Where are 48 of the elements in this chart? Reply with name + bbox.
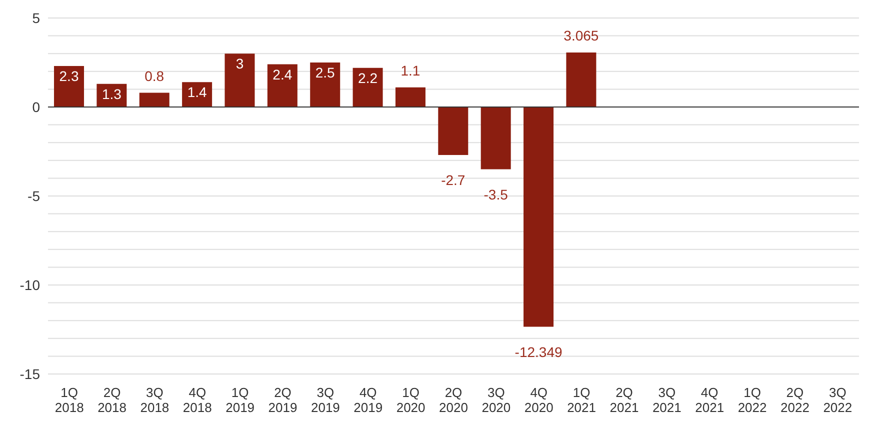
x-tick-label: 1Q 2018 [54, 385, 84, 415]
data-label: 3.065 [564, 27, 599, 44]
x-tick-label: 3Q 2019 [310, 385, 340, 415]
x-tick-label: 4Q 2019 [354, 385, 383, 415]
data-label: 1.4 [187, 84, 207, 100]
x-tick-label: 4Q 2018 [182, 385, 212, 415]
x-tick-label: 4Q 2020 [524, 385, 554, 415]
x-tick-label: 1Q 2021 [567, 385, 596, 415]
data-label: -3.5 [484, 186, 508, 202]
bar [267, 64, 298, 107]
y-tick-label: -15 [20, 366, 40, 382]
data-label: -12.349 [514, 344, 562, 360]
x-tick-label: 3Q 2021 [652, 385, 682, 415]
data-label: 2.3 [59, 68, 79, 84]
x-tick-label: 3Q 2022 [823, 385, 852, 415]
x-tick-label: 2Q 2019 [268, 385, 298, 415]
x-tick-label: 1Q 2019 [226, 385, 255, 415]
data-label: 1.3 [102, 86, 122, 102]
bar [352, 68, 383, 107]
bar [224, 54, 255, 107]
y-tick-label: -10 [20, 276, 40, 293]
x-tick-label: 1Q 2022 [738, 385, 767, 415]
y-tick-label: 0 [32, 98, 40, 115]
bar [310, 62, 340, 107]
data-label: -2.7 [441, 172, 466, 188]
x-tick-label: 2Q 2022 [780, 385, 810, 415]
data-label: 2.2 [358, 70, 378, 86]
y-tick-label: 5 [32, 10, 40, 26]
x-tick-label: 1Q 2020 [396, 385, 426, 415]
x-tick-label: 2Q 2018 [98, 385, 126, 415]
data-label: 2.5 [315, 64, 336, 80]
bar [566, 52, 596, 107]
x-tick-label: 3Q 2018 [140, 385, 170, 415]
data-label: 3 [236, 56, 244, 72]
y-tick-label: -5 [28, 188, 40, 204]
bar [54, 66, 84, 107]
x-tick-label: 2Q 2020 [439, 385, 468, 415]
data-label: 0.8 [144, 68, 164, 84]
x-tick-label: 3Q 2020 [482, 385, 511, 415]
bar [524, 107, 554, 327]
data-label: 2.4 [272, 66, 292, 82]
data-label: 1.1 [400, 62, 420, 78]
x-tick-label: 2Q 2021 [610, 385, 639, 415]
x-tick-label: 4Q 2021 [695, 385, 724, 415]
bar [438, 107, 468, 156]
bar [139, 92, 170, 107]
bar [480, 107, 511, 170]
bar [395, 87, 426, 107]
